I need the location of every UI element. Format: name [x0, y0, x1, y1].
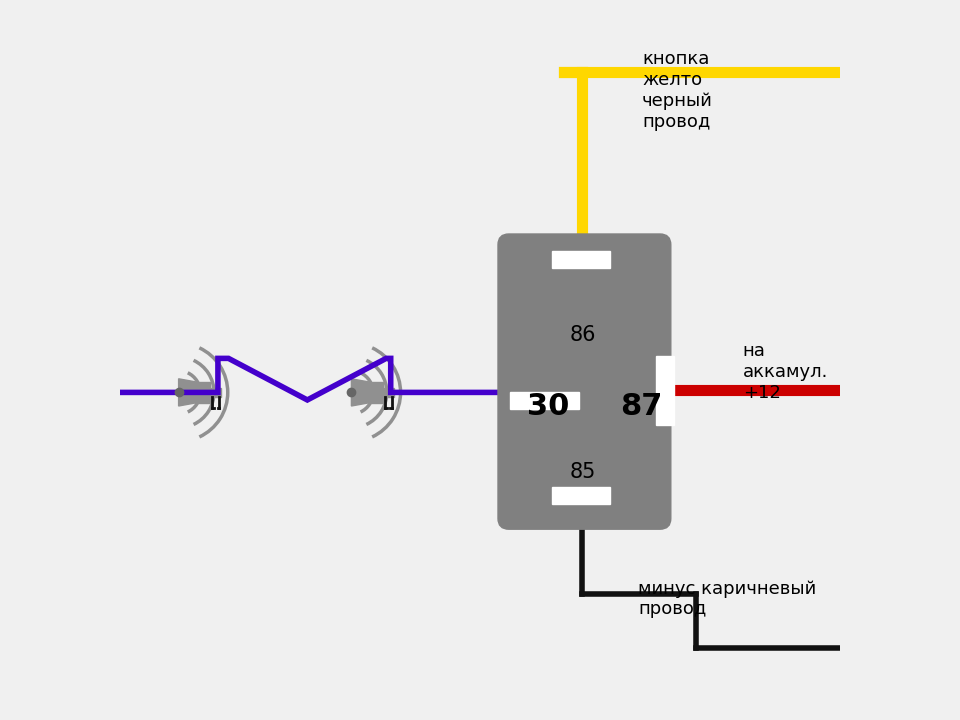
Text: 30: 30: [527, 392, 569, 421]
Bar: [552, 487, 610, 504]
Polygon shape: [351, 379, 368, 406]
Text: 86: 86: [570, 325, 596, 345]
Text: кнопка
желто
черный
провод: кнопка желто черный провод: [642, 50, 713, 131]
Text: минус каричневый
провод: минус каричневый провод: [638, 580, 817, 618]
Bar: [657, 356, 674, 425]
FancyBboxPatch shape: [498, 234, 671, 529]
Text: 87: 87: [620, 392, 662, 421]
Polygon shape: [179, 379, 195, 406]
Bar: [210, 388, 221, 397]
Bar: [368, 382, 383, 403]
Bar: [511, 392, 579, 409]
Bar: [195, 382, 210, 403]
Text: 85: 85: [570, 462, 596, 482]
Text: на
аккамул.
+12: на аккамул. +12: [743, 342, 828, 402]
Bar: [552, 251, 610, 268]
Bar: [383, 388, 394, 397]
